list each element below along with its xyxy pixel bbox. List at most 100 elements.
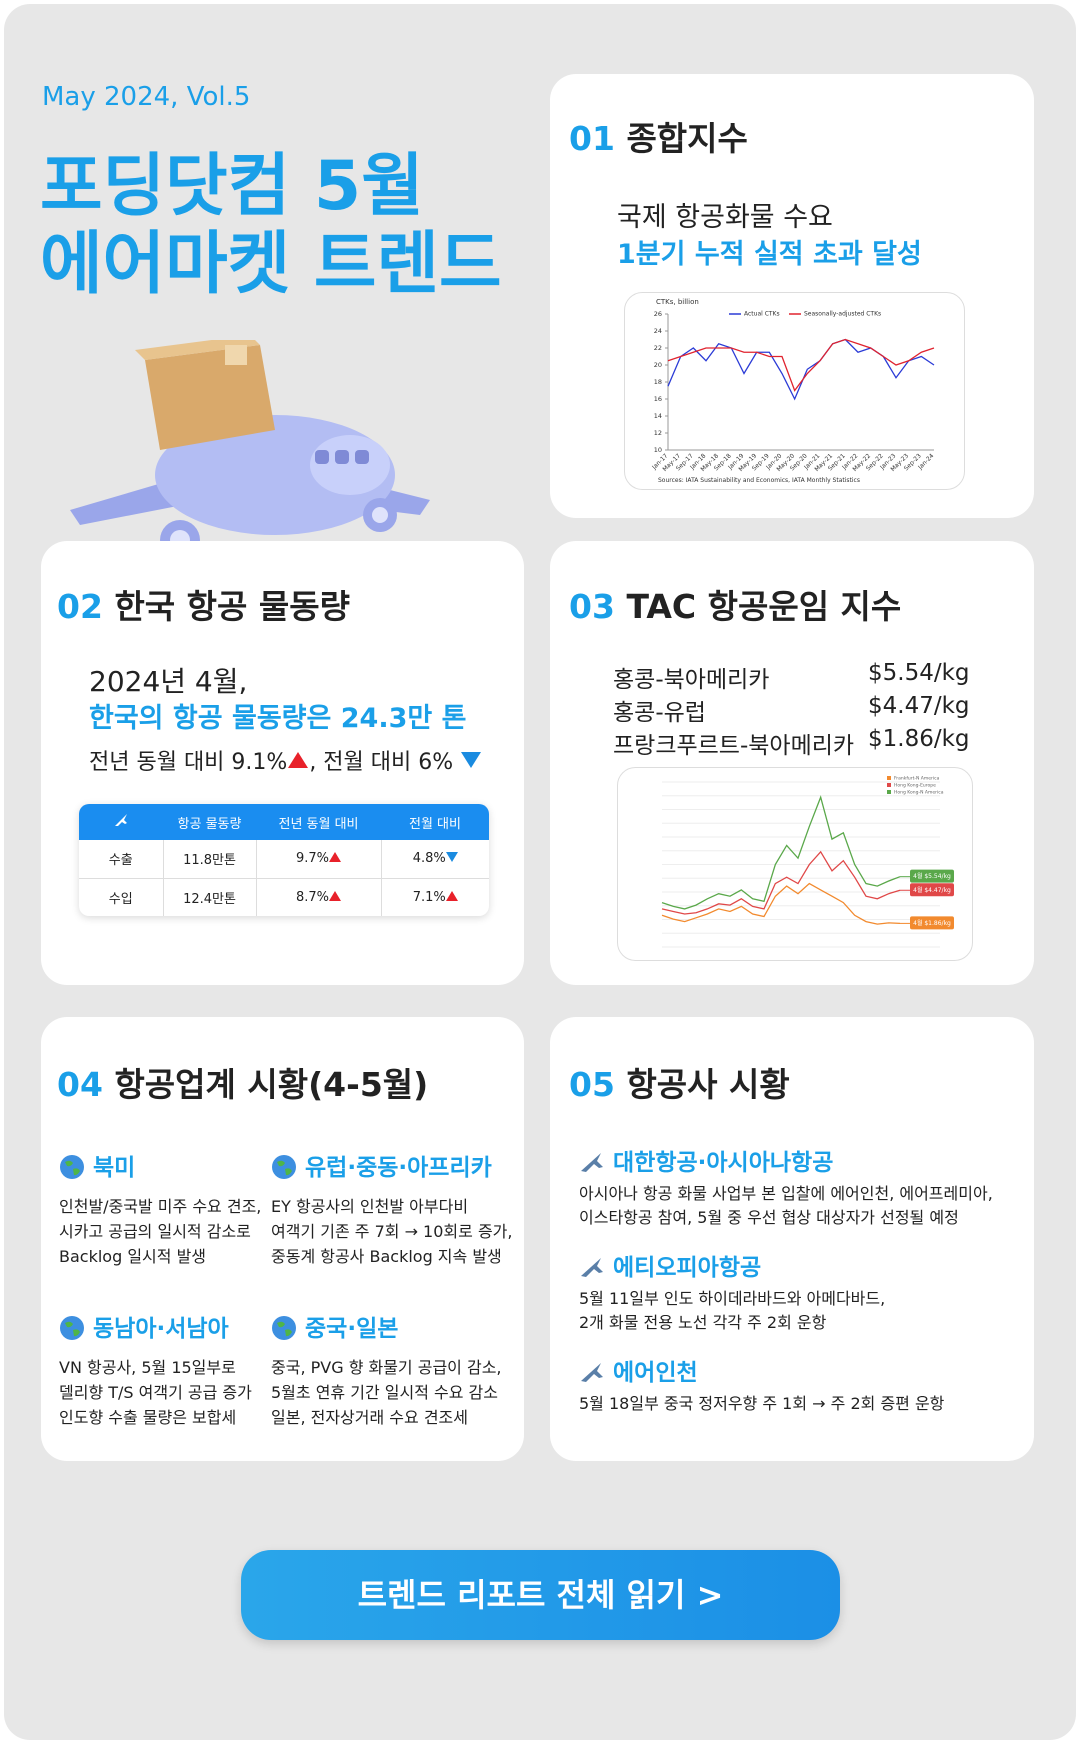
up-arrow — [288, 752, 309, 768]
route-rate: $5.54/kg — [868, 660, 970, 686]
globe-icon — [60, 1155, 84, 1179]
plane-icon — [115, 814, 127, 826]
series-line — [661, 882, 901, 925]
region-name: 북미 — [93, 1155, 136, 1181]
table: 항공 물동량 전년 동월 대비 전월 대비 수출 11.8만톤 9.7% 4.8… — [79, 804, 489, 916]
section-number: 05 — [569, 1065, 615, 1104]
end-label: 4월 $5.54/kg — [913, 872, 951, 880]
yoy: 전년 동월 대비 9.1% — [89, 750, 288, 775]
end-label-box — [910, 916, 954, 930]
text: 국제 항공화물 수요 — [617, 202, 833, 233]
end-label-box — [910, 869, 954, 883]
card — [550, 1017, 1034, 1461]
card-title: 03 TAC 항공운임 지수 — [569, 580, 901, 628]
cell: 11.8만톤 — [162, 840, 256, 878]
header-cell: 항공 물동량 — [177, 816, 242, 832]
section-title: 항공업계 시황(4-5월) — [114, 1065, 429, 1104]
section-number: 01 — [569, 119, 615, 158]
header-cell: 전년 동월 대비 — [278, 816, 359, 832]
title-line: 에어마켓 트렌드 — [40, 225, 502, 304]
ctk-chart: CTKs, billion101214161820222426Jan-17May… — [624, 292, 965, 490]
region-text: 인도향 수출 물량은 보합세 — [59, 1408, 237, 1427]
airline-text: 5월 18일부 중국 정저우향 주 1회 → 주 2회 증편 운항 — [579, 1394, 945, 1413]
airline-heading: 대한항공·아시아나항공 — [579, 1143, 833, 1177]
y-tick-label: 10 — [654, 446, 662, 454]
value: 4.8% — [412, 851, 446, 867]
title-line: 포딩닷컴 5월 — [40, 147, 424, 226]
legend-swatch — [887, 783, 891, 787]
header-cell: 전월 대비 — [409, 816, 461, 832]
tac-chart: 4월 $1.86/kg Frankfurt-N America 4월 $4.47/k… — [617, 767, 973, 961]
y-tick-label: 16 — [654, 395, 662, 403]
highlight: 1분기 누적 실적 초과 달성 — [617, 239, 922, 270]
section-title: 한국 항공 물동량 — [114, 587, 350, 626]
region-text: Backlog 일시적 발생 — [59, 1247, 207, 1266]
card-title: 05 항공사 시황 — [569, 1058, 790, 1106]
cell: 4.8% — [380, 840, 489, 878]
cell: 수출 — [108, 853, 133, 869]
cell: 8.7% — [255, 878, 381, 916]
section-number: 02 — [57, 587, 103, 626]
globe-icon — [272, 1155, 296, 1179]
card — [41, 1017, 524, 1461]
region-text: 중동계 항공사 Backlog 지속 발생 — [271, 1247, 502, 1266]
read-report-button[interactable]: 트렌드 리포트 전체 읽기 > — [241, 1550, 840, 1640]
up-arrow — [445, 890, 458, 901]
route-name: 프랑크푸르트-북아메리카 — [613, 733, 855, 759]
legend-label: Hong Kong-Europe — [894, 783, 936, 789]
legend-label: Hong Kong-N America — [894, 790, 944, 796]
airline-name: 에어인천 — [613, 1360, 698, 1386]
globe-icon — [60, 1316, 84, 1340]
region-text: 인천발/중국발 미주 수요 견조, — [59, 1197, 262, 1216]
date: 2024년 4월, — [89, 665, 248, 698]
card-title: 04 항공업계 시황(4-5월) — [57, 1058, 428, 1106]
end-label: 4월 $1.86/kg — [913, 919, 951, 927]
section-number: 03 — [569, 587, 615, 626]
route-name: 홍콩-유럽 — [613, 700, 706, 726]
plane-icon — [581, 1363, 603, 1382]
end-label: 4월 $4.47/kg — [913, 886, 951, 894]
airline-name: 대한항공·아시아나항공 — [613, 1150, 834, 1176]
region-text: 중국, PVG 향 화물기 공급이 감소, — [271, 1358, 502, 1377]
card-title: 01 종합지수 — [569, 112, 748, 160]
region-text: 여객기 기존 주 7회 → 10회로 증가, — [271, 1222, 513, 1241]
legend-label: Frankfurt-N America — [894, 776, 940, 782]
y-tick-label: 26 — [654, 310, 662, 318]
value: 8.7% — [295, 889, 330, 905]
series-line — [667, 338, 935, 401]
region-text: 델리향 T/S 여객기 공급 증가 — [59, 1383, 252, 1402]
volume-table: 항공 물동량 전년 동월 대비 전월 대비 수출 11.8만톤 9.7% 4.8… — [79, 804, 489, 916]
series-line — [661, 795, 901, 910]
cell: 수입 — [108, 891, 133, 907]
cell: 9.7% — [255, 840, 381, 878]
value: 7.1% — [412, 889, 446, 905]
legend-label: Seasonally-adjusted CTKs — [804, 311, 881, 318]
region-name: 유럽·중동·아프리카 — [305, 1155, 492, 1181]
up-arrow — [329, 890, 342, 901]
down-arrow — [445, 852, 458, 863]
route-name: 홍콩-북아메리카 — [613, 667, 770, 693]
region-text: 일본, 전자상거래 수요 견조세 — [271, 1408, 468, 1427]
y-axis-label: CTKs, billion — [656, 298, 699, 306]
airline-text: 아시아나 항공 화물 사업부 본 입찰에 에어인천, 에어프레미아, — [579, 1184, 993, 1203]
section-title: TAC 항공운임 지수 — [626, 587, 902, 626]
y-tick-label: 20 — [654, 361, 662, 369]
globe-icon — [272, 1316, 296, 1340]
series-line — [667, 338, 935, 392]
section-number: 04 — [57, 1065, 103, 1104]
region-name: 동남아·서남아 — [93, 1316, 229, 1342]
airline-name: 에티오피아항공 — [613, 1255, 762, 1281]
region-text: VN 항공사, 5월 15일부로 — [59, 1358, 236, 1377]
region-heading: 동남아·서남아 — [59, 1309, 229, 1343]
region-heading: 중국·일본 — [271, 1309, 398, 1343]
airline-text: 5월 11일부 인도 하이데라바드와 아메다바드, — [579, 1289, 886, 1308]
value: 9.7% — [295, 851, 330, 867]
change: 전년 동월 대비 9.1% , 전월 대비 6% — [89, 744, 482, 776]
section-title: 항공사 시황 — [626, 1065, 790, 1104]
airline-heading: 에어인천 — [579, 1353, 698, 1387]
region-name: 중국·일본 — [305, 1316, 399, 1342]
series-line — [661, 850, 901, 915]
legend-swatch — [887, 776, 891, 780]
legend-swatch — [887, 790, 891, 794]
